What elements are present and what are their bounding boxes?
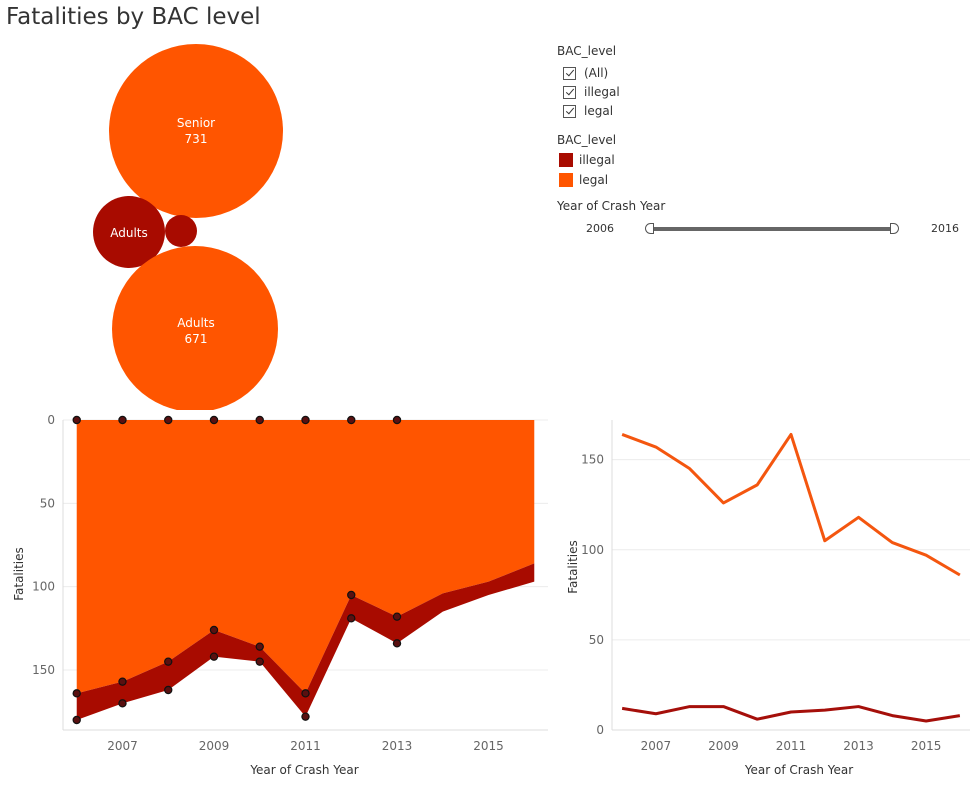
bubble-value-label: 671 <box>185 332 208 346</box>
data-point-marker <box>164 415 173 425</box>
legend-label: legal <box>579 173 609 187</box>
x-tick-label: 2009 <box>199 739 230 753</box>
x-tick-label: 2013 <box>843 739 874 753</box>
bubble-senior-legal[interactable] <box>109 44 283 218</box>
line-chart: 0 50 100 150 2007 2009 2011 2013 2015 Year of Cra… <box>566 420 970 777</box>
legend-swatch <box>559 173 573 187</box>
data-point-marker <box>255 657 264 666</box>
bubble-value-label: 731 <box>185 132 208 146</box>
data-point-marker <box>347 614 356 623</box>
y-tick-label: 50 <box>40 496 55 510</box>
y-tick-label: 0 <box>596 723 604 737</box>
year-range-slider-track[interactable] <box>649 227 895 231</box>
data-point-marker <box>301 689 310 698</box>
y-axis-label: Fatalities <box>12 547 26 601</box>
x-tick-label: 2011 <box>776 739 807 753</box>
x-tick-label: 2009 <box>708 739 739 753</box>
legend-title: BAC_level <box>557 133 617 147</box>
y-axis-label: Fatalities <box>566 540 580 594</box>
filter-option-label: (All) <box>584 66 609 80</box>
x-tick-label: 2007 <box>641 739 672 753</box>
x-tick-label: 2015 <box>473 739 504 753</box>
data-point-marker <box>118 699 127 708</box>
y-tick-label: 100 <box>32 580 55 594</box>
area-chart: 0 50 100 150 2007 2009 2011 2013 2015 Year of Cra… <box>12 413 548 777</box>
y-tick-label: 50 <box>589 633 604 647</box>
legend-item-legal: legal <box>559 172 608 188</box>
filter-option-label: legal <box>584 104 614 118</box>
data-point-marker <box>72 689 81 698</box>
data-point-marker <box>347 415 356 425</box>
x-axis-label: Year of Crash Year <box>249 763 358 777</box>
legend-swatch <box>559 153 573 167</box>
filter-option-label: illegal <box>584 85 620 99</box>
area-legal <box>76 420 535 694</box>
checkbox-icon[interactable] <box>563 85 576 99</box>
x-tick-label: 2011 <box>290 739 321 753</box>
series-line-legal <box>621 432 961 577</box>
data-point-marker <box>392 639 402 648</box>
legend-item-illegal: illegal <box>559 152 615 168</box>
data-point-marker <box>72 415 81 425</box>
x-axis-label: Year of Crash Year <box>744 763 853 777</box>
data-point-marker <box>301 415 310 425</box>
data-point-marker <box>209 415 219 425</box>
data-point-marker <box>72 715 81 725</box>
y-tick-label: 100 <box>581 543 604 557</box>
bubble-label: Senior <box>177 116 215 130</box>
data-point-marker <box>209 652 219 661</box>
slider-handle-end[interactable] <box>890 223 899 234</box>
filter-option-all[interactable]: (All) <box>563 64 608 82</box>
data-point-marker <box>118 415 127 425</box>
data-point-marker <box>301 712 310 721</box>
slider-title: Year of Crash Year <box>557 199 666 213</box>
bubble-adults-legal[interactable] <box>112 246 278 410</box>
slider-handle-start[interactable] <box>645 223 654 234</box>
filter-option-legal[interactable]: legal <box>563 102 613 120</box>
filter-title: BAC_level <box>557 44 617 58</box>
page-title: Fatalities by BAC level <box>6 4 261 30</box>
filter-option-illegal[interactable]: illegal <box>563 83 620 101</box>
bubble-adults-illegal[interactable] <box>93 196 165 268</box>
data-point-marker <box>164 685 173 695</box>
checkbox-icon[interactable] <box>563 104 576 118</box>
series-line-illegal <box>621 705 961 723</box>
x-tick-label: 2007 <box>107 739 138 753</box>
y-tick-label: 150 <box>581 453 604 467</box>
data-point-marker <box>118 677 127 686</box>
slider-min-label: 2006 <box>586 222 614 235</box>
bubble-label: Adults <box>110 226 148 240</box>
bubble-chart: Senior 731 Adults Adults 671 <box>93 44 283 410</box>
legend-label: illegal <box>579 153 615 167</box>
y-tick-label: 0 <box>47 413 55 427</box>
data-point-marker <box>392 415 402 425</box>
slider-max-label: 2016 <box>931 222 959 235</box>
bubble-senior-illegal[interactable] <box>165 215 197 247</box>
data-point-marker <box>392 612 402 621</box>
checkbox-icon[interactable] <box>563 66 576 80</box>
data-point-marker <box>347 590 356 600</box>
data-point-marker <box>255 415 264 425</box>
y-tick-label: 150 <box>32 663 55 677</box>
bubble-label: Adults <box>177 316 215 330</box>
data-point-marker <box>255 642 264 651</box>
data-point-marker <box>164 657 173 666</box>
x-tick-label: 2013 <box>382 739 413 753</box>
x-tick-label: 2015 <box>911 739 942 753</box>
data-point-marker <box>209 625 219 635</box>
